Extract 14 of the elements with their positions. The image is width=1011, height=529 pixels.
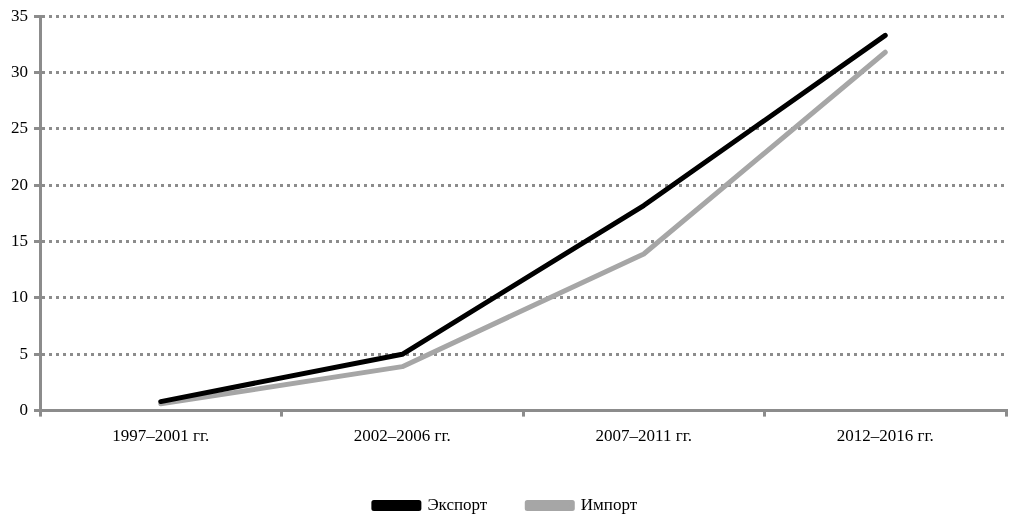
x-tick-label: 1997–2001 гг. — [112, 426, 210, 446]
legend-label: Импорт — [580, 494, 638, 514]
y-tick-label: 20 — [11, 174, 28, 194]
x-tick-label: 2007–2011 гг. — [595, 426, 692, 446]
legend-label: Экспорт — [427, 494, 488, 514]
x-tick-label: 2002–2006 гг. — [353, 426, 451, 446]
x-tick-label: 2012–2016 гг. — [836, 426, 934, 446]
y-tick-label: 25 — [11, 118, 28, 138]
y-tick-label: 10 — [11, 287, 28, 307]
y-tick-label: 35 — [11, 5, 28, 25]
y-tick-label: 30 — [11, 62, 28, 82]
y-tick-label: 0 — [19, 400, 28, 420]
y-tick-label: 15 — [11, 231, 28, 251]
y-tick-label: 5 — [19, 343, 28, 363]
